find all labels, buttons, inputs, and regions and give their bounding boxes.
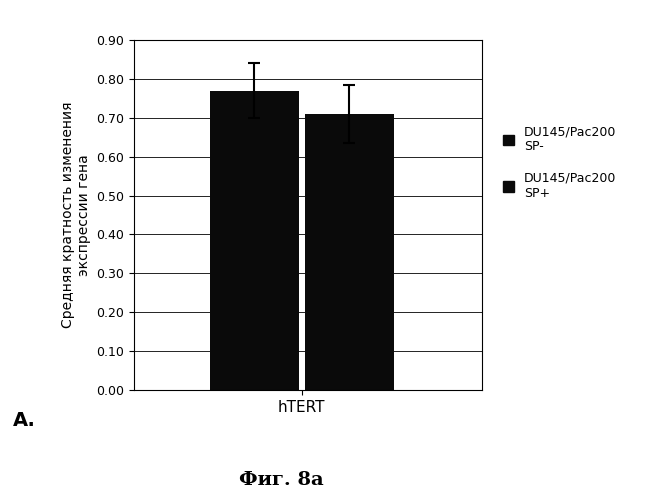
Legend: DU145/Pac200
SP-, DU145/Pac200
SP+: DU145/Pac200 SP-, DU145/Pac200 SP+	[502, 125, 616, 200]
Text: Фиг. 8a: Фиг. 8a	[239, 471, 324, 489]
Y-axis label: Средняя кратность изменения
экспрессии гена: Средняя кратность изменения экспрессии г…	[60, 102, 90, 328]
Bar	[305, 114, 394, 390]
Text: A.: A.	[13, 411, 36, 430]
Bar	[210, 90, 299, 390]
